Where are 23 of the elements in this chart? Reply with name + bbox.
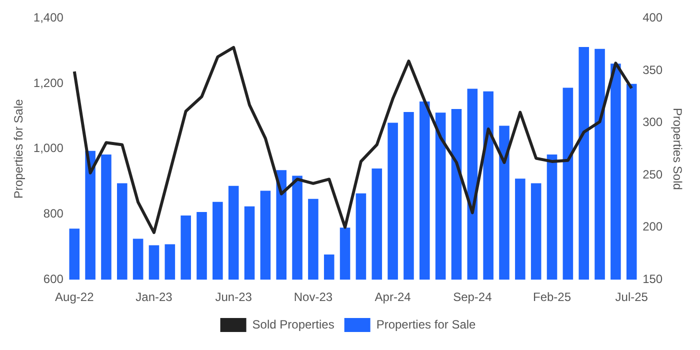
- y-tick-label: 800: [43, 206, 64, 221]
- y-tick-label: 1,000: [33, 141, 64, 156]
- y-tick-label: 600: [43, 272, 64, 286]
- y2-tick-label: 250: [642, 167, 663, 182]
- y2-tick-label: 150: [642, 272, 663, 286]
- x-tick-label: Sep-24: [453, 290, 492, 304]
- x-tick-label: Jun-23: [215, 290, 252, 304]
- y2-tick-label: 350: [642, 62, 663, 77]
- y2-axis-title: Properties Sold: [670, 108, 684, 190]
- x-tick-label: Nov-23: [294, 290, 333, 304]
- y-tick-label: 1,200: [33, 76, 64, 90]
- y2-tick-label: 400: [642, 10, 663, 25]
- y-tick-label: 1,400: [33, 10, 64, 25]
- legend-label: Properties for Sale: [376, 317, 476, 332]
- y2-tick-label: 200: [642, 220, 663, 234]
- x-tick-label: Jul-25: [615, 290, 648, 304]
- x-tick-label: Aug-22: [55, 290, 94, 304]
- x-tick-label: Apr-24: [374, 290, 412, 304]
- legend-label: Sold Properties: [252, 317, 334, 332]
- x-tick-label: Feb-25: [533, 290, 572, 304]
- x-tick-label: Jan-23: [136, 290, 173, 304]
- y2-tick-label: 300: [642, 115, 663, 130]
- y-axis-title: Properties for Sale: [12, 98, 26, 199]
